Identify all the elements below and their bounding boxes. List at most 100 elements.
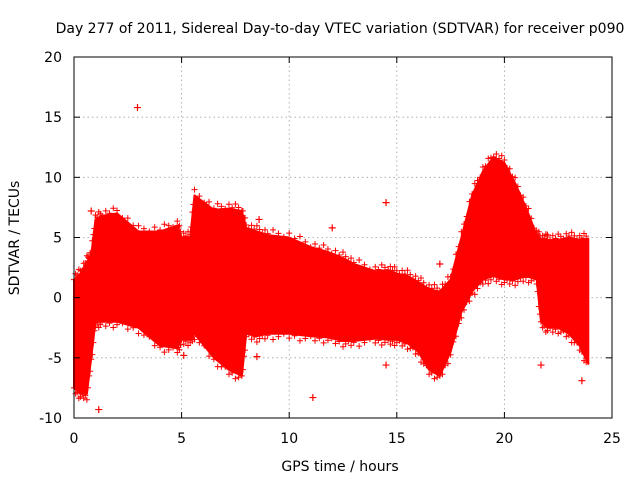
data-point-edge (312, 240, 319, 247)
data-point-edge (512, 174, 519, 181)
data-point-edge (245, 225, 252, 232)
data-point-edge (348, 255, 355, 262)
data-point-edge (409, 344, 416, 351)
x-tick-label: 5 (177, 431, 186, 447)
data-point-outlier (382, 199, 390, 207)
data-point-edge (210, 205, 217, 212)
data-point-edge (82, 392, 89, 399)
data-point-edge (404, 267, 411, 274)
edge-markers (71, 151, 590, 403)
data-point-edge (201, 199, 208, 206)
x-tick-label: 10 (280, 431, 298, 447)
data-point-edge (560, 327, 567, 334)
data-point-edge (229, 369, 236, 376)
data-point-edge (485, 280, 492, 287)
data-point-edge (114, 321, 121, 328)
data-point-edge (328, 335, 335, 342)
data-point-edge (140, 225, 147, 232)
data-point-edge (530, 225, 537, 232)
y-tick-label: -10 (39, 411, 62, 427)
data-point-edge (378, 341, 385, 348)
data-point-edge (332, 247, 339, 254)
data-point-edge (426, 281, 433, 288)
data-point-edge (275, 333, 282, 340)
data-point-edge (130, 222, 137, 229)
data-point-edge (407, 345, 414, 352)
data-point-edge (381, 264, 388, 271)
data-point-edge (455, 320, 462, 327)
data-point-edge (583, 233, 590, 240)
data-point-edge (409, 276, 416, 283)
data-point-edge (520, 278, 527, 285)
data-point-edge (161, 221, 168, 228)
data-point-edge (296, 233, 303, 240)
data-point-edge (201, 342, 208, 349)
data-point-edge (544, 327, 551, 334)
data-point-edge (447, 351, 454, 358)
data-point-edge (135, 222, 142, 229)
data-point-edge (225, 201, 232, 208)
data-point-edge (86, 372, 93, 379)
data-point-edge (251, 226, 258, 233)
data-point-edge (119, 214, 126, 221)
data-point-edge (242, 347, 249, 354)
data-point-edge (94, 320, 101, 327)
x-tick-label: 20 (495, 431, 513, 447)
data-point-edge (84, 384, 91, 391)
data-point-edge (396, 271, 403, 278)
data-point-edge (356, 257, 363, 264)
data-point-edge (466, 298, 473, 305)
data-point-edge (522, 274, 529, 281)
data-point-edge (537, 318, 544, 325)
data-point-edge (235, 204, 242, 211)
y-axis-label: SDTVAR / TECUs (7, 181, 23, 296)
y-tick-label: 0 (53, 291, 62, 307)
data-point-edge (110, 324, 117, 331)
data-point-edge (565, 233, 572, 240)
data-point-edge (302, 335, 309, 342)
data-point-edge (286, 335, 293, 342)
data-point-edge (366, 266, 373, 273)
data-point-edge (498, 152, 505, 159)
data-point-edge (463, 213, 470, 220)
data-point-edge (332, 340, 339, 347)
data-point-edge (253, 222, 260, 229)
data-point-edge (165, 222, 172, 229)
data-point-edge (458, 314, 465, 321)
data-point-edge (560, 235, 567, 242)
data-point-edge (501, 279, 508, 286)
data-point-edge (248, 222, 255, 229)
y-tick-label: 20 (44, 50, 62, 66)
data-point-edge (336, 252, 343, 259)
data-point-edge (537, 236, 544, 243)
data-point-edge (385, 336, 392, 343)
data-point-edge (106, 210, 113, 217)
data-point-edge (541, 323, 548, 330)
data-point-edge (563, 333, 570, 340)
data-point-edge (88, 251, 95, 258)
data-point-edge (169, 223, 176, 230)
data-point-edge (189, 209, 196, 216)
data-point-edge (428, 285, 435, 292)
data-point-edge (280, 233, 287, 240)
data-point-edge (528, 215, 535, 222)
data-point-edge (439, 371, 446, 378)
data-point-edge (90, 339, 97, 346)
data-point-edge (151, 224, 158, 231)
data-point-edge (259, 230, 266, 237)
data-point-edge (401, 270, 408, 277)
data-point-edge (578, 235, 585, 242)
data-point-edge (177, 341, 184, 348)
data-point-edge (407, 271, 414, 278)
data-point-edge (541, 235, 548, 242)
data-point-edge (574, 236, 581, 243)
data-point-edge (328, 250, 335, 257)
data-point-edge (130, 324, 137, 331)
data-point-outlier (543, 231, 551, 239)
data-point-edge (261, 226, 268, 233)
data-point-edge (275, 230, 282, 237)
data-point-outlier (180, 351, 188, 359)
data-point-edge (342, 253, 349, 260)
data-point-edge (401, 340, 408, 347)
